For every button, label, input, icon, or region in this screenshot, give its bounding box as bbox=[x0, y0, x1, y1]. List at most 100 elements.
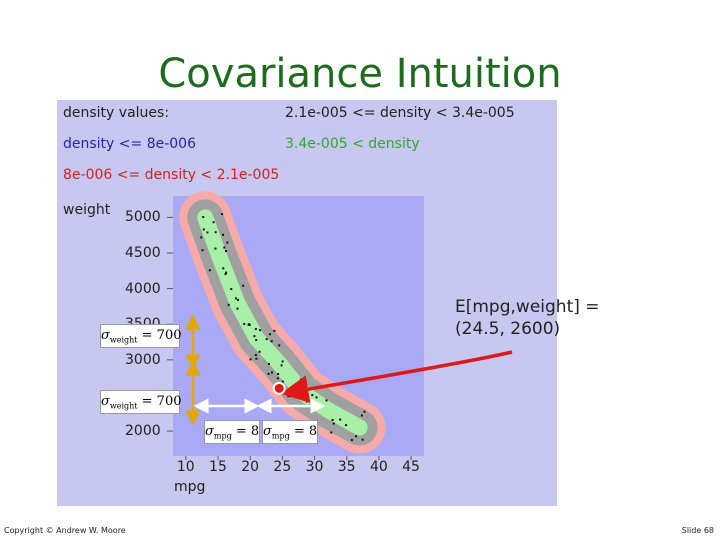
data-point bbox=[350, 439, 353, 442]
mean-annotation-line1: E[mpg,weight] = bbox=[455, 297, 600, 317]
x-tick-label: 10 bbox=[176, 459, 195, 475]
data-point bbox=[227, 303, 230, 306]
data-point bbox=[220, 213, 223, 216]
data-point bbox=[277, 373, 280, 376]
data-point bbox=[243, 322, 246, 325]
data-point bbox=[345, 424, 348, 427]
data-point bbox=[226, 241, 229, 244]
data-point bbox=[224, 249, 227, 252]
data-point bbox=[270, 340, 273, 343]
y-tick-label: 5000 bbox=[125, 209, 161, 226]
data-point bbox=[325, 399, 328, 402]
y-tick-label: 4500 bbox=[125, 244, 161, 261]
mean-annotation: E[mpg,weight] = (24.5, 2600) bbox=[455, 296, 600, 340]
sigma-sub: weight bbox=[109, 401, 138, 411]
sigma-value: = 700 bbox=[141, 394, 182, 409]
sigma-value: = 8 bbox=[293, 424, 318, 439]
sigma-symbol: σ bbox=[263, 424, 272, 439]
sigma-symbol: σ bbox=[205, 424, 214, 439]
data-point bbox=[305, 400, 308, 403]
sigma-value: = 8 bbox=[235, 424, 260, 439]
footer-copyright: Copyright © Andrew W. Moore bbox=[4, 526, 126, 535]
data-point bbox=[299, 378, 302, 381]
data-point bbox=[234, 297, 237, 300]
data-point bbox=[281, 380, 284, 383]
data-point bbox=[249, 358, 252, 361]
data-point bbox=[339, 418, 342, 421]
data-point bbox=[363, 410, 366, 413]
footer-slide-number: Slide 68 bbox=[681, 526, 714, 535]
data-point bbox=[254, 354, 257, 357]
data-point bbox=[230, 288, 233, 291]
data-point bbox=[330, 431, 333, 434]
data-point bbox=[259, 329, 262, 332]
data-point bbox=[289, 395, 292, 398]
mean-arrow bbox=[280, 350, 513, 403]
sigma-symbol: σ bbox=[101, 394, 110, 409]
data-point bbox=[206, 231, 209, 234]
x-tick-label: 20 bbox=[241, 459, 260, 475]
data-point bbox=[311, 394, 314, 397]
mean-point bbox=[272, 381, 286, 395]
mean-annotation-line2: (24.5, 2600) bbox=[455, 319, 561, 339]
sigma-sub: weight bbox=[109, 335, 138, 345]
data-point bbox=[225, 271, 228, 274]
sigma-sub: mpg bbox=[271, 431, 290, 441]
sigma-weight-box-upper: σweight = 700 bbox=[100, 324, 182, 348]
x-tick-label: 35 bbox=[337, 459, 356, 475]
y-axis-label: weight bbox=[63, 202, 111, 218]
y-tick-label: 2000 bbox=[125, 423, 161, 440]
data-point bbox=[265, 338, 268, 341]
data-point bbox=[278, 344, 281, 347]
sigma-value: = 700 bbox=[141, 328, 182, 343]
data-point bbox=[212, 221, 215, 224]
x-tick-label: 25 bbox=[273, 459, 292, 475]
data-point bbox=[315, 396, 318, 399]
data-point bbox=[258, 350, 261, 353]
x-tick-label: 45 bbox=[402, 459, 420, 475]
data-point bbox=[287, 395, 290, 398]
data-point bbox=[255, 338, 258, 341]
data-point bbox=[247, 323, 250, 326]
data-point bbox=[254, 328, 257, 331]
data-point bbox=[223, 246, 226, 249]
data-point bbox=[202, 228, 205, 231]
legend-high: 3.4e-005 < density bbox=[285, 136, 420, 152]
data-point bbox=[236, 298, 239, 301]
data-point bbox=[208, 269, 211, 272]
data-point bbox=[267, 372, 270, 375]
axis-ticks bbox=[167, 216, 412, 460]
legend-low-mid: 8e-006 <= density < 2.1e-005 bbox=[63, 167, 280, 183]
data-point bbox=[301, 379, 304, 382]
data-point bbox=[201, 249, 204, 252]
data-point bbox=[253, 335, 256, 338]
data-point bbox=[276, 377, 279, 380]
data-point bbox=[360, 414, 363, 417]
legend-low: density <= 8e-006 bbox=[63, 136, 196, 152]
data-point bbox=[268, 333, 271, 336]
data-point bbox=[224, 273, 227, 276]
x-tick-label: 40 bbox=[369, 459, 388, 475]
data-point bbox=[214, 247, 217, 250]
data-point bbox=[355, 435, 358, 438]
data-point bbox=[273, 329, 276, 332]
legend-header: density values: bbox=[63, 105, 170, 121]
data-point bbox=[236, 307, 239, 310]
data-point bbox=[200, 236, 203, 239]
data-point bbox=[361, 438, 364, 441]
legend-mid-high: 2.1e-005 <= density < 3.4e-005 bbox=[285, 105, 515, 121]
data-point bbox=[270, 371, 273, 374]
y-tick-label: 4000 bbox=[125, 280, 161, 297]
data-point bbox=[332, 422, 335, 425]
sigma-weight-box-lower: σweight = 700 bbox=[100, 390, 182, 414]
data-point bbox=[331, 419, 334, 422]
sigma-sub: mpg bbox=[213, 431, 232, 441]
sigma-symbol: σ bbox=[101, 328, 110, 343]
y-tick-label: 3000 bbox=[125, 351, 161, 368]
x-tick-label: 30 bbox=[305, 459, 324, 475]
x-axis-label: mpg bbox=[174, 479, 206, 495]
data-point bbox=[214, 231, 217, 234]
data-point bbox=[222, 233, 225, 236]
sigma-mpg-box-right: σmpg = 8 bbox=[262, 420, 318, 444]
